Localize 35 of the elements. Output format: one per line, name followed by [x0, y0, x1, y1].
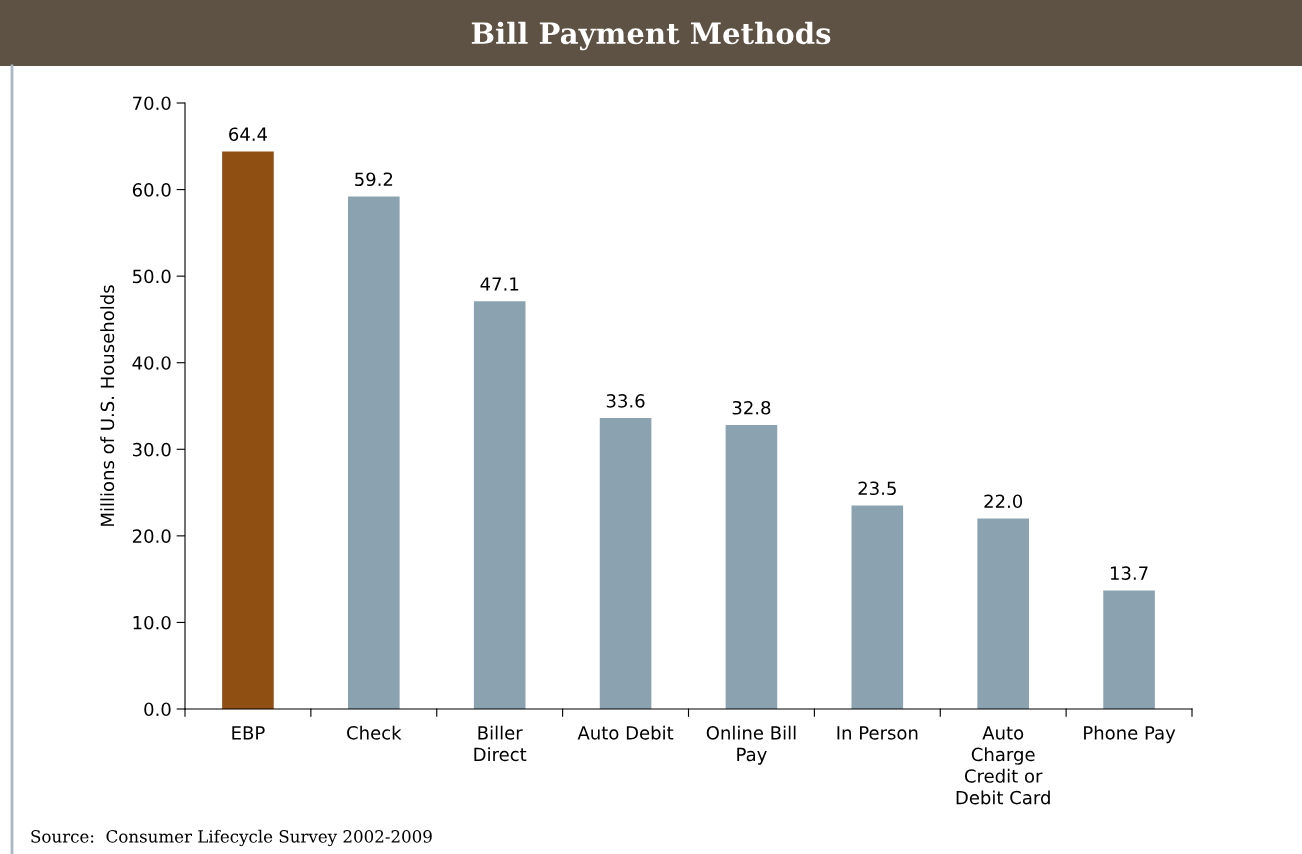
data-label: 32.8	[732, 400, 771, 415]
y-tick-label: 0.0	[144, 702, 171, 717]
source-note: Source: Consumer Lifecycle Survey 2002-2009	[31, 829, 432, 847]
x-tick-label: Biller Direct	[474, 725, 527, 762]
y-tick-label: 20.0	[132, 529, 171, 543]
chart-title: Bill Payment Methods	[471, 21, 831, 51]
bar	[725, 425, 778, 709]
data-label: 22.0	[984, 494, 1023, 509]
data-label: 33.6	[606, 394, 645, 408]
data-label: 13.7	[1110, 566, 1148, 580]
y-tick-label: 30.0	[132, 442, 171, 457]
y-tick-label: 60.0	[132, 183, 171, 197]
bar	[348, 196, 400, 709]
x-tick-label: EBP	[232, 726, 265, 740]
y-tick-label: 40.0	[132, 356, 171, 370]
x-tick-label: Auto Charge Credit or Debit Card	[956, 726, 1050, 805]
bar	[222, 151, 274, 709]
y-tick-label: 10.0	[133, 615, 171, 630]
y-tick-label: 70.0	[133, 96, 171, 111]
bar	[851, 505, 904, 709]
y-tick-label: 50.0	[133, 269, 171, 284]
data-label: 59.2	[355, 172, 393, 187]
bar	[599, 418, 652, 709]
x-tick-label: Auto Debit	[577, 725, 674, 740]
y-axis-title: Millions of U.S. Households	[100, 285, 115, 526]
data-label: 47.1	[480, 277, 519, 291]
x-tick-label: Phone Pay	[1084, 725, 1176, 744]
data-label: 23.5	[858, 481, 896, 496]
x-tick-label: In Person	[837, 726, 918, 740]
bar	[1103, 590, 1155, 709]
bar	[473, 301, 526, 709]
bar	[977, 518, 1029, 709]
x-tick-label: Online Bill Pay	[706, 725, 796, 765]
data-label: 64.4	[229, 127, 268, 142]
x-tick-label: Check	[347, 725, 402, 740]
